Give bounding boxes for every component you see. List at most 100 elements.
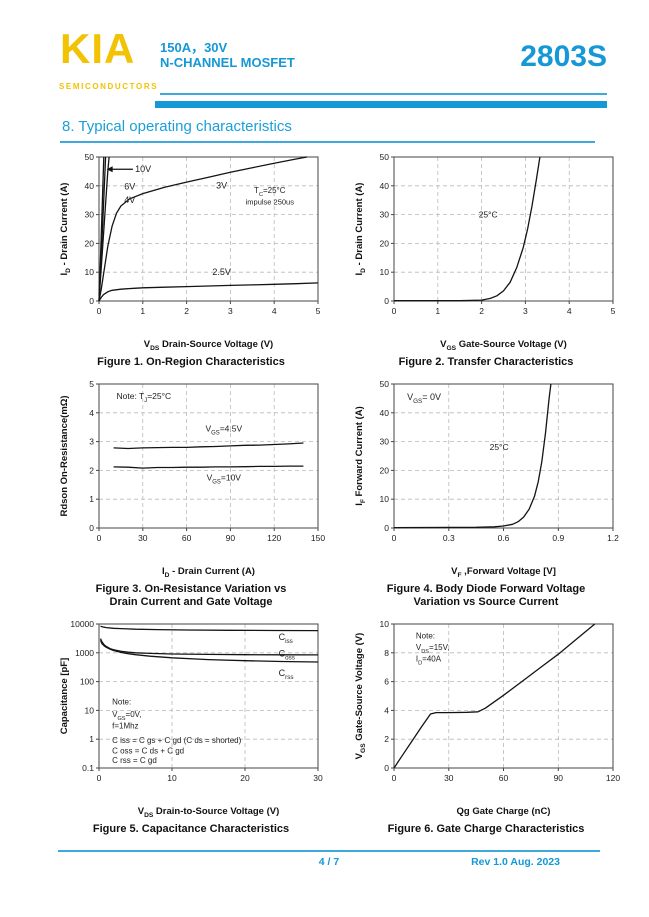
svg-text:4: 4 <box>272 306 277 316</box>
series-VGS=10V <box>113 465 304 469</box>
svg-text:1.2: 1.2 <box>607 533 619 543</box>
chart-annotation: Note: <box>416 631 435 640</box>
header-rule-thin <box>160 93 607 95</box>
series-Qg <box>393 623 596 769</box>
figure-5-panel: 0 10 20 30 0.1 1 10 100 1000 10000 Ciss Coss Crss Not… <box>55 616 327 836</box>
figure-6-chart: 0 30 60 90 120 0 2 4 6 8 10 Note: VDS=15V,ID=40A Qg G… <box>354 619 620 817</box>
chart-annotation: C rss = C gd <box>112 756 157 765</box>
x-axis-label: VDS Drain-to-Source Voltage (V) <box>138 806 280 819</box>
x-axis-label: Qg Gate Charge (nC) <box>457 806 551 817</box>
revision-label: Rev 1.0 Aug. 2023 <box>471 856 560 868</box>
svg-text:30: 30 <box>85 210 95 220</box>
svg-text:0: 0 <box>392 306 397 316</box>
footer-rule <box>58 850 600 852</box>
chart-annotation: 25°C <box>490 442 509 452</box>
svg-text:0: 0 <box>384 523 389 533</box>
figure-3-panel: 0 30 60 90 120 150 0 1 2 3 4 5 Note: TJ=25°C VGS=4.5V… <box>55 376 327 609</box>
svg-text:10: 10 <box>167 773 177 783</box>
svg-text:0.1: 0.1 <box>82 763 94 773</box>
figure-6-panel: 0 30 60 90 120 0 2 4 6 8 10 Note: VDS=15V, ID=40A Qg G… <box>350 616 622 836</box>
svg-text:1: 1 <box>89 734 94 744</box>
svg-text:1000: 1000 <box>75 648 94 658</box>
series-Crss <box>99 640 319 663</box>
svg-text:2: 2 <box>479 306 484 316</box>
figure-4-chart: 0 0.3 0.6 0.9 1.2 0 10 20 30 40 50 VGS= 0V 25°C VF ,F… <box>354 379 619 579</box>
svg-text:120: 120 <box>606 773 620 783</box>
figure-3-chart: 0 30 60 90 120 150 0 1 2 3 4 5 Note: TJ=25°C VGS=4.5V… <box>59 379 325 579</box>
svg-text:10: 10 <box>380 267 390 277</box>
figure-1-chart: 0 1 2 3 4 50102030405010V6V4V3V2.5VTC=25°Cimp… <box>59 152 321 352</box>
chart-annotation: 3V <box>216 181 227 191</box>
chart-annotation: 10V <box>135 164 151 174</box>
svg-text:10000: 10000 <box>70 619 94 629</box>
chart-annotation: Note: <box>112 698 131 707</box>
svg-text:2: 2 <box>384 734 389 744</box>
svg-text:30: 30 <box>138 533 148 543</box>
svg-text:30: 30 <box>380 210 390 220</box>
svg-text:20: 20 <box>85 238 95 248</box>
svg-text:3: 3 <box>89 437 94 447</box>
svg-text:10: 10 <box>85 705 95 715</box>
x-axis-label: VDS Drain-Source Voltage (V) <box>144 339 273 352</box>
svg-text:0: 0 <box>89 523 94 533</box>
y-axis-label: ID - Drain Current (A) <box>354 183 367 276</box>
svg-text:0: 0 <box>97 533 102 543</box>
chart-annotation: f=1Mhz <box>112 721 138 730</box>
figure-2-panel: 0 1 2 3 4 5 0 10 20 30 40 50 25°C VGS Gate-Source Vol… <box>350 149 622 369</box>
svg-text:0: 0 <box>384 763 389 773</box>
chart-annotation: C oss = C ds + C gd <box>112 747 184 756</box>
svg-text:90: 90 <box>226 533 236 543</box>
svg-text:0.3: 0.3 <box>443 533 455 543</box>
svg-text:10: 10 <box>380 494 390 504</box>
svg-text:4: 4 <box>89 408 94 418</box>
y-axis-label: VGS Gate-Source Voltage (V) <box>354 633 367 760</box>
svg-text:0: 0 <box>384 296 389 306</box>
series-VGS=4.5V <box>113 442 304 450</box>
svg-text:40: 40 <box>85 181 95 191</box>
figure-6-caption: Figure 6. Gate Charge Characteristics <box>387 823 585 835</box>
svg-text:0: 0 <box>392 533 397 543</box>
y-axis-label: IF Forward Current (A) <box>354 406 367 506</box>
svg-text:40: 40 <box>380 181 390 191</box>
chart-annotation: impulse 250us <box>246 198 295 207</box>
chart-annotation: 25°C <box>479 210 498 220</box>
svg-text:5: 5 <box>89 379 94 389</box>
chart-annotation: C iss = C gs + C gd (C ds = shorted) <box>112 736 241 745</box>
svg-text:5: 5 <box>316 306 321 316</box>
svg-text:1: 1 <box>89 494 94 504</box>
page-number: 4 / 7 <box>318 856 340 868</box>
series-VGS=2.5V <box>98 282 319 302</box>
charts-grid: 0 1 2 3 4 5 0 10 20 30 40 50 10V 6V 4V 3V 2.5V TC=25°C imp… <box>55 149 622 836</box>
svg-text:20: 20 <box>240 773 250 783</box>
svg-text:8: 8 <box>384 648 389 658</box>
svg-text:2: 2 <box>89 465 94 475</box>
chart-annotation: Crss <box>279 668 294 681</box>
figure-4-panel: 0 0.3 0.6 0.9 1.2 0 10 20 30 40 50 VGS= 0V 25°C VF ,F… <box>350 376 622 609</box>
svg-text:0: 0 <box>97 306 102 316</box>
svg-text:2: 2 <box>184 306 189 316</box>
svg-text:0: 0 <box>97 773 102 783</box>
series-25C <box>394 156 541 302</box>
svg-text:30: 30 <box>444 773 454 783</box>
svg-text:60: 60 <box>499 773 509 783</box>
svg-text:40: 40 <box>380 408 390 418</box>
svg-text:20: 20 <box>380 238 390 248</box>
svg-text:3: 3 <box>523 306 528 316</box>
svg-text:1: 1 <box>435 306 440 316</box>
svg-text:50: 50 <box>85 152 95 162</box>
chart-annotation: VGS=4.5V <box>205 424 242 437</box>
y-axis-label: ID - Drain Current (A) <box>59 183 72 276</box>
svg-text:90: 90 <box>554 773 564 783</box>
chart-annotation: VGS=0V, <box>112 710 141 722</box>
section-underline <box>60 141 595 143</box>
x-axis-label: ID - Drain Current (A) <box>162 566 255 579</box>
series-VGS=4V <box>98 156 110 302</box>
chart-annotation: 4V <box>124 195 135 205</box>
svg-text:60: 60 <box>182 533 192 543</box>
svg-text:3: 3 <box>228 306 233 316</box>
series-25C <box>393 383 552 529</box>
figure-3-caption: Figure 3. On-Resistance Variation vs Drai… <box>95 583 287 608</box>
y-axis-label: Rdson On-Resistance(mΩ) <box>59 395 70 516</box>
svg-text:120: 120 <box>267 533 281 543</box>
svg-text:4: 4 <box>567 306 572 316</box>
